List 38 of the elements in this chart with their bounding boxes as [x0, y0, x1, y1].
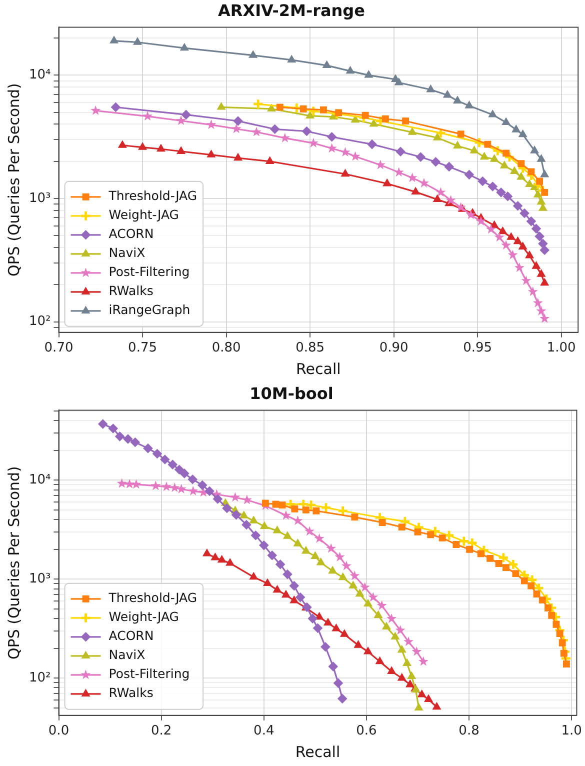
x-tick-label: 0.8 [458, 724, 480, 739]
legend-label: RWalks [108, 283, 154, 298]
x-tick-label: 1.0 [561, 724, 582, 739]
chart-title: 10M-bool [250, 384, 334, 403]
legend-label: RWalks [108, 685, 154, 700]
x-tick-label: 0.95 [463, 340, 492, 356]
x-tick-label: 0.6 [356, 724, 377, 739]
x-tick-label: 0.85 [296, 340, 325, 356]
legend-label: Threshold-JAG [108, 590, 198, 606]
legend-label: ACORN [108, 628, 154, 644]
x-tick-label: 0.90 [379, 340, 408, 356]
y-tick-label: 10³ [28, 572, 51, 587]
x-tick-label: 0.0 [48, 724, 70, 739]
legend-label: Threshold-JAG [108, 188, 198, 204]
y-axis-title: QPS (Queries Per Second) [4, 466, 23, 660]
legend-label: ACORN [108, 226, 154, 242]
y-tick-label: 10² [28, 670, 51, 686]
legend-label: Weight-JAG [108, 207, 180, 222]
y-tick-label: 10³ [28, 190, 51, 206]
y-tick-label: 10² [28, 314, 51, 330]
legend-label: iRangeGraph [108, 302, 190, 318]
x-tick-label: 0.75 [128, 340, 157, 356]
legend-label: Weight-JAG [108, 609, 180, 624]
chart-title: ARXIV-2M-range [218, 0, 366, 20]
y-tick-label: 10⁴ [28, 68, 51, 83]
x-tick-label: 1.00 [546, 340, 576, 356]
x-axis-title: Recall [295, 742, 340, 761]
x-tick-label: 0.80 [212, 340, 241, 356]
legend-label: NaviX [108, 647, 146, 662]
y-tick-label: 10⁴ [28, 472, 51, 488]
legend-label: NaviX [108, 245, 146, 260]
x-tick-label: 0.4 [254, 724, 274, 739]
x-axis-title: Recall [296, 360, 341, 378]
x-tick-label: 0.2 [150, 724, 172, 739]
legend-label: Post-Filtering [108, 264, 190, 280]
legend-label: Post-Filtering [108, 666, 190, 682]
y-axis-title: QPS (Queries Per Second) [4, 83, 23, 277]
x-tick-label: 0.70 [44, 340, 74, 356]
